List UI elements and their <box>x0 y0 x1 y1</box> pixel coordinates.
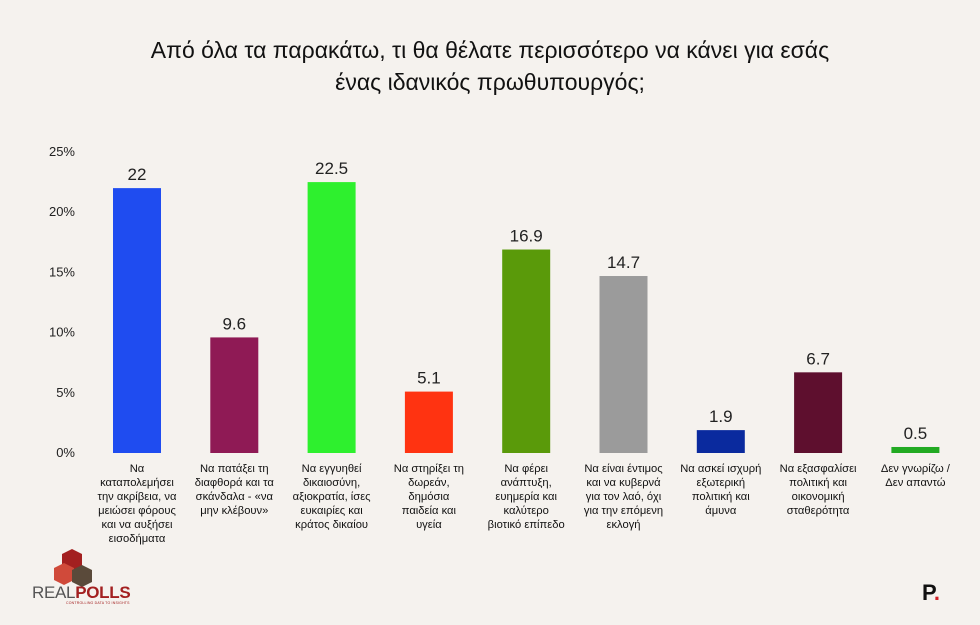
category-label-line: ευημερία και <box>495 491 557 503</box>
category-label-line: Να ασκεί ισχυρή <box>680 463 762 475</box>
y-axis: 0% 5% 10% 15% 20% 25% <box>49 144 75 460</box>
value-label: 16.9 <box>510 227 543 246</box>
category-label-line: πολιτική και <box>691 491 750 503</box>
category-label: Να πατάξει τη διαφθορά και τα σκάνδαλα - «… <box>182 462 286 518</box>
category-label-line: καλύτερο <box>503 505 549 517</box>
category-label-line: αξιοκρατία, ίσες <box>292 491 371 503</box>
category-label-line: άμυνα <box>705 505 737 517</box>
value-label: 22 <box>128 165 147 184</box>
bars <box>113 182 940 453</box>
realpolls-tagline: CONTROLLING DATA TO INSIGHTS <box>66 601 130 605</box>
category-label-line: δημόσια <box>408 491 450 503</box>
category-label-line: την ακρίβεια, να <box>97 491 177 503</box>
value-label: 5.1 <box>417 369 441 388</box>
category-label-line: σταθερότητα <box>786 505 850 517</box>
category-label-line: Δεν γνωρίζω / <box>880 463 950 475</box>
chart-title-line-2: ένας ιδανικός πρωθυπουργός; <box>335 69 645 95</box>
category-label-line: βιοτικό επίπεδο <box>487 519 565 531</box>
chart-title-line-1: Από όλα τα παρακάτω, τι θα θέλατε περισσ… <box>150 37 830 63</box>
value-label: 0.5 <box>904 424 928 443</box>
bar <box>599 276 648 453</box>
category-label-line: ανάπτυξη, <box>500 477 552 489</box>
bar <box>210 337 259 453</box>
y-tick-label: 15% <box>49 264 75 279</box>
bar <box>794 372 843 453</box>
category-label-line: και να κυβερνά <box>586 477 661 489</box>
realpolls-logo-icon <box>54 549 92 587</box>
value-label: 22.5 <box>315 159 348 178</box>
category-label: Να ασκεί ισχυρή εξωτερική πολιτική και άμυν… <box>669 462 773 518</box>
category-label: Να εξασφαλίσει πολιτική και οικονομική σταθ… <box>766 462 870 518</box>
category-label-line: και να αυξήσει <box>101 519 173 531</box>
value-label: 14.7 <box>607 253 640 272</box>
category-label-line: Να στηρίξει τη <box>393 463 465 475</box>
category-label-line: Δεν απαντώ <box>885 477 946 489</box>
category-label-line: σκάνδαλα - «να <box>195 491 273 503</box>
category-label-line: Να εξασφαλίσει <box>779 463 857 475</box>
category-label-line: για τον λαό, όχι <box>585 491 662 503</box>
realpolls-logo-text: REALPOLLS <box>32 583 131 602</box>
value-labels: 22 9.6 22.5 5.1 16.9 14.7 1.9 6.7 0.5 <box>128 159 928 443</box>
bar <box>696 430 745 453</box>
bar <box>502 249 551 453</box>
category-label-line: καταπολεμήσει <box>100 477 174 489</box>
category-label-line: δικαιοσύνη, <box>302 477 361 489</box>
y-tick-label: 20% <box>49 204 75 219</box>
value-label: 1.9 <box>709 407 733 426</box>
category-label: Να φέρει ανάπτυξη, ευημερία και καλύτερο βιο… <box>474 462 578 532</box>
category-label: Δεν γνωρίζω / Δεν απαντώ <box>863 462 967 490</box>
category-label-line: εκλογή <box>606 519 641 531</box>
bar <box>113 188 161 453</box>
category-label-line: μην κλέβουν» <box>200 505 269 517</box>
y-tick-label: 0% <box>56 445 75 460</box>
category-label: Να καταπολεμήσει την ακρίβεια, να μειώσει φ… <box>85 462 189 546</box>
category-label-line: πολιτική και <box>789 477 848 489</box>
category-label-line: Να <box>129 463 145 475</box>
category-label-line: εξωτερική <box>696 477 746 489</box>
bar <box>404 391 453 453</box>
category-label-line: Να πατάξει τη <box>199 463 269 475</box>
category-label-line: ευκαιρίες και <box>300 505 363 517</box>
value-label: 6.7 <box>806 349 830 368</box>
category-label-line: κράτος δικαίου <box>295 519 369 531</box>
category-label: Να εγγυηθεί δικαιοσύνη, αξιοκρατία, ίσες ευ… <box>280 462 384 532</box>
category-label-line: εισοδήματα <box>108 533 166 545</box>
category-label-line: υγεία <box>416 519 442 531</box>
brand-mark: P. <box>922 580 940 605</box>
category-label: Να είναι έντιμος και να κυβερνά για τον λα… <box>572 462 676 532</box>
chart-title: Από όλα τα παρακάτω, τι θα θέλατε περισσ… <box>0 34 980 98</box>
y-tick-label: 25% <box>49 144 75 159</box>
category-label-line: Να είναι έντιμος <box>584 463 663 475</box>
category-label: Να στηρίξει τη δωρεάν, δημόσια παιδεία και υ… <box>377 462 481 532</box>
y-tick-label: 5% <box>56 385 75 400</box>
category-label-line: Να φέρει <box>504 463 549 475</box>
category-label-line: παιδεία και <box>401 505 456 517</box>
category-label-line: οικονομική <box>791 491 845 503</box>
category-label-line: Να εγγυηθεί <box>301 463 362 475</box>
bar <box>307 182 356 453</box>
bar <box>891 446 940 453</box>
y-tick-label: 10% <box>49 325 75 340</box>
category-label-line: για την επόμενη <box>583 505 664 517</box>
value-label: 9.6 <box>222 314 246 333</box>
category-label-line: διαφθορά και τα <box>194 477 274 489</box>
category-label-line: δωρεάν, <box>408 477 450 489</box>
category-label-line: μειώσει φόρους <box>98 505 176 517</box>
